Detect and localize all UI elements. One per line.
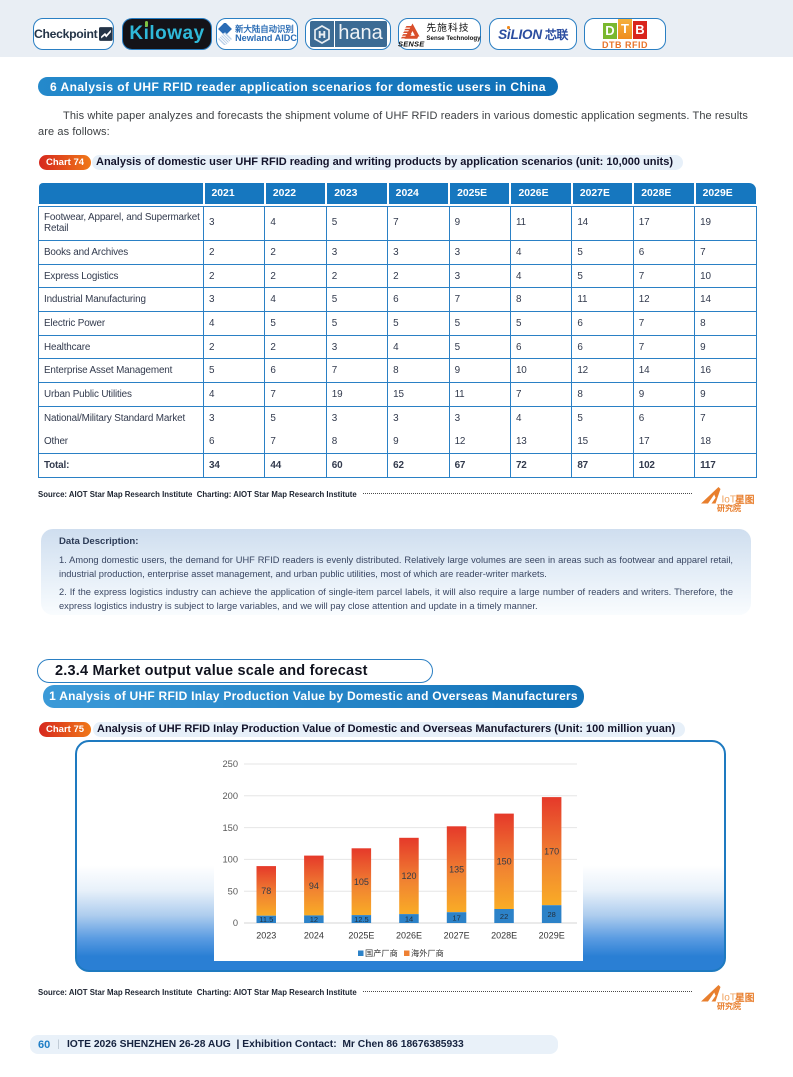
svg-text:105: 105 bbox=[354, 877, 369, 887]
svg-text:星图: 星图 bbox=[735, 992, 755, 1004]
svg-text:11.5: 11.5 bbox=[259, 915, 273, 924]
svg-text:170: 170 bbox=[544, 846, 559, 856]
svg-text:0: 0 bbox=[233, 918, 238, 928]
svg-text:研究院: 研究院 bbox=[717, 503, 741, 512]
svg-text:2026E: 2026E bbox=[396, 931, 422, 941]
svg-text:250: 250 bbox=[222, 759, 238, 769]
svg-text:12.5: 12.5 bbox=[354, 915, 369, 924]
svg-text:SENSE: SENSE bbox=[398, 40, 425, 49]
svg-text:78: 78 bbox=[261, 886, 271, 896]
svg-text:2028E: 2028E bbox=[491, 931, 517, 941]
svg-text:17: 17 bbox=[452, 913, 460, 922]
svg-text:150: 150 bbox=[222, 823, 238, 833]
svg-text:120: 120 bbox=[401, 871, 416, 881]
svg-text:28: 28 bbox=[548, 910, 556, 919]
svg-text:2025E: 2025E bbox=[348, 931, 374, 941]
svg-text:135: 135 bbox=[449, 865, 464, 875]
svg-text:2023: 2023 bbox=[256, 931, 276, 941]
svg-text:IoT: IoT bbox=[722, 495, 736, 506]
svg-text:94: 94 bbox=[309, 881, 319, 891]
svg-text:研究院: 研究院 bbox=[717, 1001, 741, 1010]
svg-text:22: 22 bbox=[500, 912, 508, 921]
svg-text:14: 14 bbox=[405, 914, 413, 923]
svg-text:50: 50 bbox=[228, 886, 238, 896]
svg-text:200: 200 bbox=[222, 791, 238, 801]
svg-text:2027E: 2027E bbox=[444, 931, 470, 941]
svg-text:IoT: IoT bbox=[722, 993, 736, 1004]
svg-text:150: 150 bbox=[497, 857, 512, 867]
svg-text:12: 12 bbox=[310, 915, 318, 924]
svg-text:星图: 星图 bbox=[735, 494, 755, 506]
svg-text:2029E: 2029E bbox=[539, 931, 565, 941]
svg-text:2024: 2024 bbox=[304, 931, 324, 941]
svg-text:100: 100 bbox=[222, 855, 238, 865]
svg-text:国产厂商: 国产厂商 bbox=[365, 948, 398, 958]
svg-text:海外厂商: 海外厂商 bbox=[411, 948, 444, 958]
